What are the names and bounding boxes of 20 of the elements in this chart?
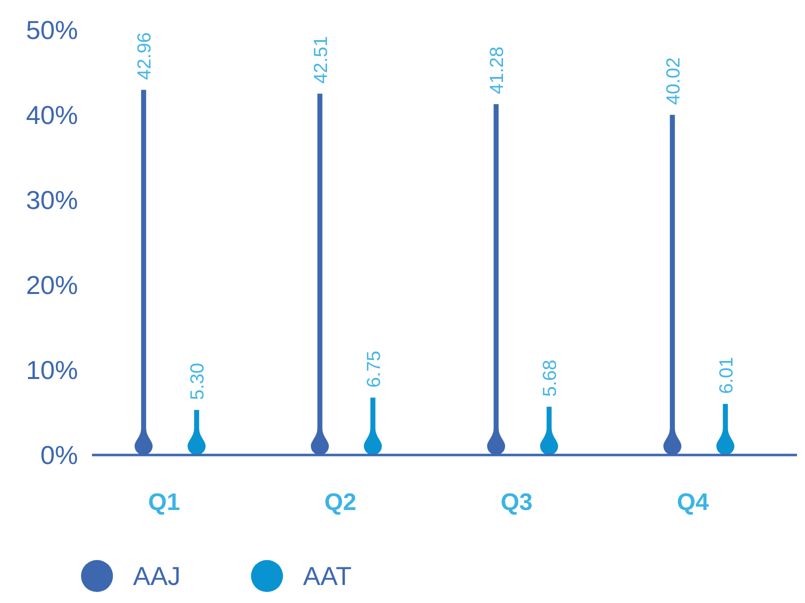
- x-tick-label: Q3: [500, 489, 533, 516]
- text: 6.01: [716, 356, 738, 394]
- text: 5.68: [540, 360, 562, 397]
- y-tick-label: 10%: [26, 355, 78, 386]
- x-tick-label: Q1: [148, 489, 180, 516]
- x-tick-label: Q2: [324, 489, 356, 516]
- y-tick-label: 30%: [26, 185, 78, 216]
- y-tick-label: 0%: [40, 440, 78, 470]
- y-tick-label: 50%: [26, 15, 78, 46]
- x-tick-label: Q4: [676, 489, 710, 516]
- y-tick-label: 40%: [26, 100, 78, 130]
- text: 6.75: [364, 350, 385, 388]
- text: 5.30: [188, 362, 209, 400]
- legend-label: AAJ: [133, 561, 181, 592]
- legend-label: AAT: [303, 561, 352, 592]
- text: 42.96: [134, 32, 156, 80]
- text: 41.28: [487, 46, 508, 94]
- text: 40.02: [663, 57, 684, 105]
- y-tick-label: 20%: [26, 270, 78, 300]
- text: 42.51: [310, 36, 332, 84]
